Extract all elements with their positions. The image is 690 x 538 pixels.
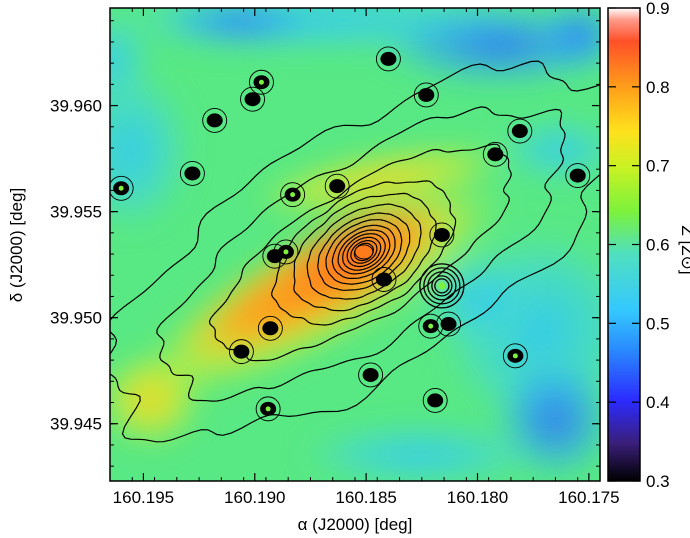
source-blob	[440, 317, 457, 332]
source-contour	[431, 275, 453, 297]
y-tick-label: 39.960	[50, 97, 102, 116]
isophote	[293, 192, 437, 312]
source-halo	[429, 222, 455, 248]
source-halo	[502, 343, 528, 369]
colorbar-tick-label: 0.6	[646, 236, 670, 255]
isophote	[208, 143, 512, 362]
source-halo	[228, 339, 254, 365]
source-blob	[511, 124, 528, 139]
source-core	[438, 282, 446, 290]
colorbar-tick-label: 0.5	[646, 314, 670, 333]
source-blob	[206, 113, 223, 128]
source-contour	[423, 267, 461, 305]
source-blob	[569, 168, 586, 183]
source-halo	[249, 69, 274, 95]
source-blob	[233, 344, 250, 359]
isophote	[346, 236, 382, 268]
source-halo	[110, 175, 134, 201]
colorbar-ticks: 0.3 0.4 0.5 0.6 0.7 0.8 0.9	[608, 0, 670, 491]
isophote-contours	[110, 60, 600, 443]
source-halo	[507, 118, 533, 144]
source-core	[283, 249, 289, 255]
y-tick-label: 39.945	[50, 415, 102, 434]
galaxy-core	[354, 244, 374, 260]
isophote	[331, 224, 396, 279]
source-blob	[184, 166, 201, 181]
source-blob	[244, 92, 261, 107]
source-core	[258, 79, 264, 85]
source-halo	[240, 86, 265, 112]
source-halo	[375, 46, 401, 72]
source-halo	[482, 141, 508, 167]
source-blob	[487, 147, 504, 162]
isophote	[325, 219, 403, 285]
source-halo	[371, 267, 397, 292]
isophote	[306, 203, 422, 300]
source-halo	[257, 315, 283, 341]
metallicity-field	[110, 8, 600, 481]
source-halo	[436, 311, 461, 337]
source-halo	[273, 239, 299, 265]
source-blob	[329, 179, 346, 194]
source-blob	[362, 367, 379, 382]
colorbar-tick-label: 0.7	[646, 157, 670, 176]
colorbar-tick-label: 0.4	[646, 393, 670, 412]
isophote	[271, 180, 457, 326]
source-halo	[324, 173, 350, 199]
isophote	[317, 212, 411, 291]
source-blob	[262, 321, 279, 336]
source-halo	[565, 163, 591, 189]
x-axis-label: α (J2000) [deg]	[298, 515, 413, 534]
source-halo	[179, 160, 205, 186]
source-halo	[280, 182, 306, 208]
colorbar: 0.3 0.4 0.5 0.6 0.7 0.8 0.9 Z [Z⊙]	[607, 0, 690, 491]
source-core	[512, 353, 518, 359]
x-tick-label: 160.185	[335, 488, 396, 507]
source-core	[265, 406, 271, 412]
isophote	[350, 240, 378, 264]
source-blob	[433, 227, 450, 242]
y-tick-label: 39.950	[50, 309, 102, 328]
source-contour	[419, 263, 465, 309]
source-halo	[358, 362, 384, 388]
x-tick-label: 160.175	[558, 488, 619, 507]
isophote	[342, 233, 386, 271]
source-halo	[413, 82, 439, 108]
point-sources	[110, 46, 591, 422]
colorbar-label: Z [Z⊙]	[678, 225, 690, 274]
source-blob	[418, 87, 435, 102]
source-blob	[427, 393, 444, 408]
colorbar-tick-label: 0.3	[646, 472, 670, 491]
y-axis-label: δ (J2000) [deg]	[7, 188, 26, 302]
colorbar-tick-label: 0.8	[646, 78, 670, 97]
source-core	[290, 192, 296, 198]
source-blob	[380, 51, 397, 66]
isophote	[156, 106, 566, 402]
colorbar-tick-label: 0.9	[646, 0, 670, 18]
x-tick-label: 160.180	[447, 488, 508, 507]
isophote	[337, 229, 391, 275]
y-axis: 39.945 39.950 39.955 39.960	[50, 20, 600, 467]
source-halo	[422, 387, 448, 413]
source-core	[428, 323, 434, 329]
source-blob	[375, 272, 392, 287]
source-contour	[427, 271, 457, 301]
source-halo	[255, 396, 281, 422]
y-tick-label: 39.955	[50, 203, 102, 222]
source-contour	[434, 278, 450, 294]
x-tick-label: 160.190	[224, 488, 285, 507]
x-axis: 160.195 160.190 160.185 160.180 160.175	[109, 8, 620, 507]
heatmap-panel	[110, 8, 600, 481]
x-tick-label: 160.195	[113, 488, 174, 507]
isophote	[110, 60, 600, 443]
source-halo	[202, 107, 228, 133]
source-core	[118, 185, 124, 191]
